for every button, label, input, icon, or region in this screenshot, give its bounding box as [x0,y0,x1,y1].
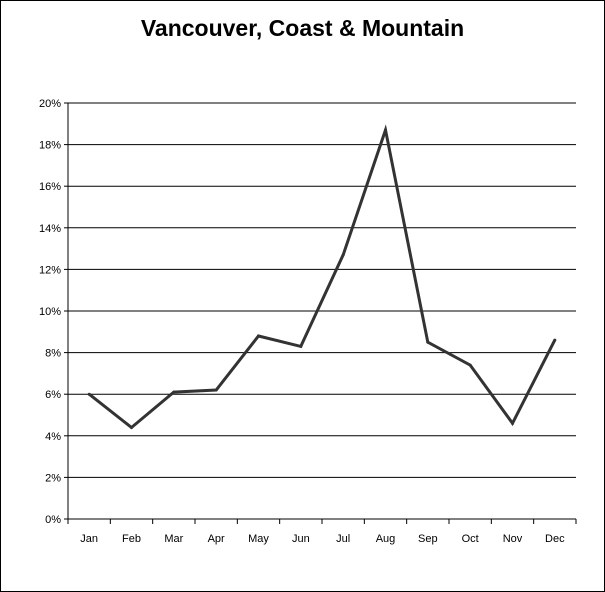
axes [64,102,577,524]
y-tick-labels: 0% 2% 4% 6% 8% 10% 12% 14% 16% 18% 20% [39,98,61,526]
y-tick-label: 8% [45,348,61,360]
x-tick-label: Dec [545,533,565,545]
x-tick-label: Sep [418,533,438,545]
y-tick-label: 4% [45,431,61,443]
data-point [257,334,260,338]
x-tick-labels: Jan Feb Mar Apr May Jun Jul Aug Sep Oct Nov Dec [80,533,565,545]
y-tick-label: 2% [45,472,61,484]
data-point [341,253,345,257]
data-point [130,425,133,429]
data-point [384,128,387,132]
series-line [88,124,557,430]
x-tick-label: Mar [164,533,183,545]
y-tick-label: 18% [39,140,61,152]
series-layer [87,124,557,430]
gridlines [68,102,576,478]
data-point [511,421,514,425]
data-point [553,338,557,342]
x-tick-label: Feb [122,533,141,545]
data-point [214,388,218,392]
x-tick-label: Aug [376,533,396,545]
x-tick-label: Jan [80,533,98,545]
data-point [172,390,176,394]
x-tick-label: Nov [503,533,523,545]
x-tick-label: May [248,533,269,545]
data-point [468,363,472,367]
y-tick-label: 20% [39,98,61,110]
data-point [426,340,430,344]
x-tick-label: Oct [462,533,479,545]
y-tick-label: 16% [39,181,61,193]
data-point [299,344,303,348]
y-tick-label: 12% [39,264,61,276]
chart-title: Vancouver, Coast & Mountain [140,15,465,41]
y-tick-label: 6% [45,389,61,401]
y-tick-label: 14% [39,223,61,235]
y-tick-label: 10% [39,306,61,318]
x-tick-label: Jul [336,533,350,545]
data-point [87,392,91,396]
y-tick-label: 0% [45,514,61,526]
x-tick-label: Apr [208,533,225,545]
x-tick-label: Jun [292,533,310,545]
